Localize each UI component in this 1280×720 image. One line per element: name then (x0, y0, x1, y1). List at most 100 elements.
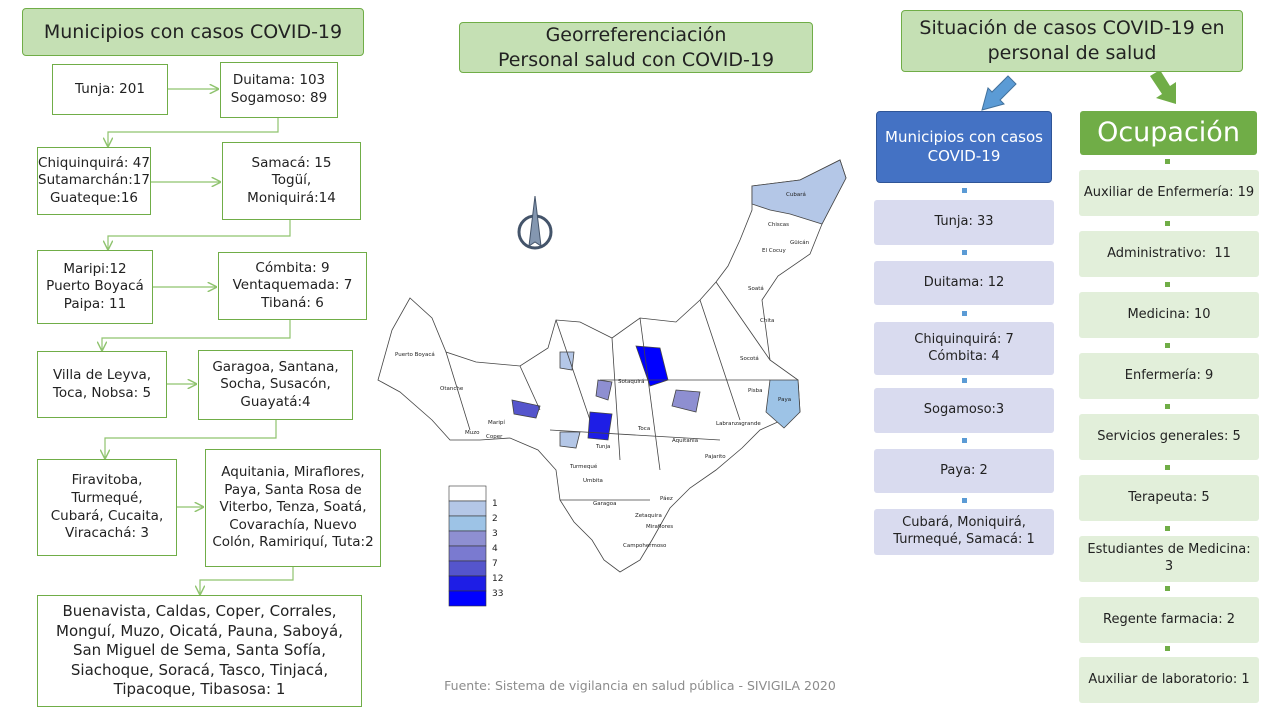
occupation-item: Servicios generales: 5 (1079, 414, 1259, 460)
map-label: Chiscas (768, 222, 789, 228)
text-line: Socha, Susacón, (220, 376, 331, 393)
section-title: Georreferenciación Personal salud con COV… (459, 22, 813, 73)
legend-swatch (448, 530, 487, 547)
occupation-item: Estudiantes de Medicina: 3 (1079, 536, 1259, 582)
occupation-item: Auxiliar de laboratorio: 1 (1079, 657, 1259, 703)
text-line: Monguí, Muzo, Oicatá, Pauna, Saboyá, (56, 621, 343, 640)
source: Fuente: Sistema de vigilancia en salud p… (444, 678, 836, 693)
legend-swatch (448, 575, 487, 592)
text-line: Garagoa, Santana, (212, 358, 339, 375)
map-label: Coper (486, 434, 503, 440)
legend-label: 3 (492, 529, 498, 539)
text-line: Tunja: 33 (934, 214, 994, 230)
text-line: Chiquinquirá: 47 (38, 154, 150, 171)
text-line: 3 (1164, 559, 1174, 574)
map-label: Sotaquirá (618, 378, 645, 385)
municipality-box: Samacá: 15 Togüí, Moniquirá:14 (222, 142, 361, 220)
text-line: San Miguel de Sema, Santa Sofía, (72, 641, 327, 660)
text-line: Georreferenciación (545, 23, 727, 46)
municipality-box: Cómbita: 9 Ventaquemada: 7 Tibaná: 6 (218, 252, 367, 320)
legend-label: 2 (492, 514, 498, 524)
text-line: Municipios con casos COVID-19 (43, 20, 343, 43)
compass (517, 195, 553, 250)
map-label: Güicán (790, 239, 810, 246)
legend-label: 1 (492, 499, 498, 509)
occupation-item: Medicina: 10 (1079, 292, 1259, 338)
flow-arrows (102, 89, 294, 594)
legend-swatch (448, 485, 487, 502)
municipality-box: Duitama: 103 Sogamoso: 89 (220, 62, 338, 118)
legend-label: 12 (492, 574, 504, 584)
text-line: Estudiantes de Medicina: (1087, 542, 1251, 558)
column-header: Ocupación (1080, 111, 1257, 155)
text-line: Medicina: 10 (1127, 306, 1211, 322)
text-line: Togüí, (271, 172, 312, 189)
map-label: Puerto Boyacá (395, 351, 435, 358)
text-line: Toca, Nobsa: 5 (52, 384, 152, 401)
section-title: Municipios con casos COVID-19 (22, 8, 364, 56)
municipality-item: Sogamoso:3 (874, 388, 1054, 433)
map-label: Otanche (440, 386, 464, 392)
map-label: Pisba (748, 388, 762, 394)
column-header: Municipios con casos COVID-19 (876, 111, 1052, 183)
map-label: Maripí (488, 419, 505, 426)
map-label: Chita (760, 318, 774, 324)
municipality-item: Tunja: 33 (874, 200, 1054, 245)
map (377, 159, 847, 573)
map-label: Pajarito (705, 454, 726, 460)
legend-swatch (448, 560, 487, 577)
map-label: Zetaquira (635, 513, 662, 519)
municipality-box: Tunja: 201 (52, 64, 168, 115)
text-line: Firavitoba, (71, 472, 143, 489)
text-line: Paya, Santa Rosa de (224, 481, 362, 498)
municipality-box: Chiquinquirá: 47 Sutamarchán:17 Guateque:1… (37, 147, 151, 215)
text-line: Aquitania, Miraflores, (221, 464, 365, 481)
text-line: Siachoque, Soracá, Tasco, Tinjacá, (70, 660, 329, 679)
legend-label: 4 (492, 544, 498, 554)
municipality-item: Cubará, Moniquirá, Turmequé, Samacá: 1 (874, 509, 1054, 555)
text-line: Viracachá: 3 (65, 525, 149, 542)
text-line: Guayatá:4 (240, 393, 311, 410)
map-label: Turmequé (569, 463, 598, 470)
text-line: Duitama: 12 (923, 274, 1005, 290)
text-line: COVID-19 (927, 147, 1001, 165)
text-line: Sutamarchán:17 (38, 172, 150, 189)
map-label: Labranzagrande (716, 421, 761, 427)
text-line: Puerto Boyacá (46, 278, 144, 295)
text-line: Tunja: 201 (75, 80, 145, 97)
occupation-item: Terapeuta: 5 (1079, 475, 1259, 521)
text-line: Buenavista, Caldas, Coper, Corrales, (62, 602, 337, 621)
legend-label: 7 (492, 559, 498, 569)
text-line: Villa de Leyva, (52, 366, 152, 383)
map-label: Aquitania (672, 438, 698, 444)
map-label: Socotá (740, 355, 759, 362)
text-line: Samacá: 15 (251, 154, 332, 171)
occupation-item: Enfermería: 9 (1079, 353, 1259, 399)
legend-swatch (448, 590, 487, 607)
text-line: Ventaquemada: 7 (232, 277, 353, 294)
municipality-item: Chiquinquirá: 7 Cómbita: 4 (874, 322, 1054, 375)
text-line: Chiquinquirá: 7 (914, 331, 1014, 347)
municipality-box: Buenavista, Caldas, Coper, Corrales, Mong… (37, 595, 362, 707)
green-arrow (1150, 70, 1176, 104)
small-arrows-green (1165, 159, 1170, 651)
map-label: El Cocuy (762, 248, 786, 254)
text-line: Personal salud con COVID-19 (497, 48, 775, 71)
occupation-item: Administrativo: 11 (1079, 231, 1259, 277)
text-line: Cómbita: 4 (928, 348, 1000, 364)
municipality-box: Firavitoba, Turmequé, Cubará, Cucaita, Vira… (37, 459, 177, 556)
small-arrows (962, 188, 967, 503)
text-line: Cubará, Moniquirá, (902, 515, 1026, 531)
text-line: Paipa: 11 (63, 295, 127, 312)
text-line: Enfermería: 9 (1124, 367, 1214, 383)
legend-label: 33 (492, 589, 504, 599)
text-line: Moniquirá:14 (247, 189, 336, 206)
occupation-item: Regente farmacia: 2 (1079, 597, 1259, 643)
occupation-item: Auxiliar de Enfermería: 19 (1079, 170, 1259, 216)
map-label: Muzo (465, 430, 480, 436)
text-line: Tipacoque, Tibasosa: 1 (113, 680, 286, 699)
text-line: Sogamoso: 89 (230, 90, 328, 106)
text-line: Paya: 2 (940, 462, 988, 478)
